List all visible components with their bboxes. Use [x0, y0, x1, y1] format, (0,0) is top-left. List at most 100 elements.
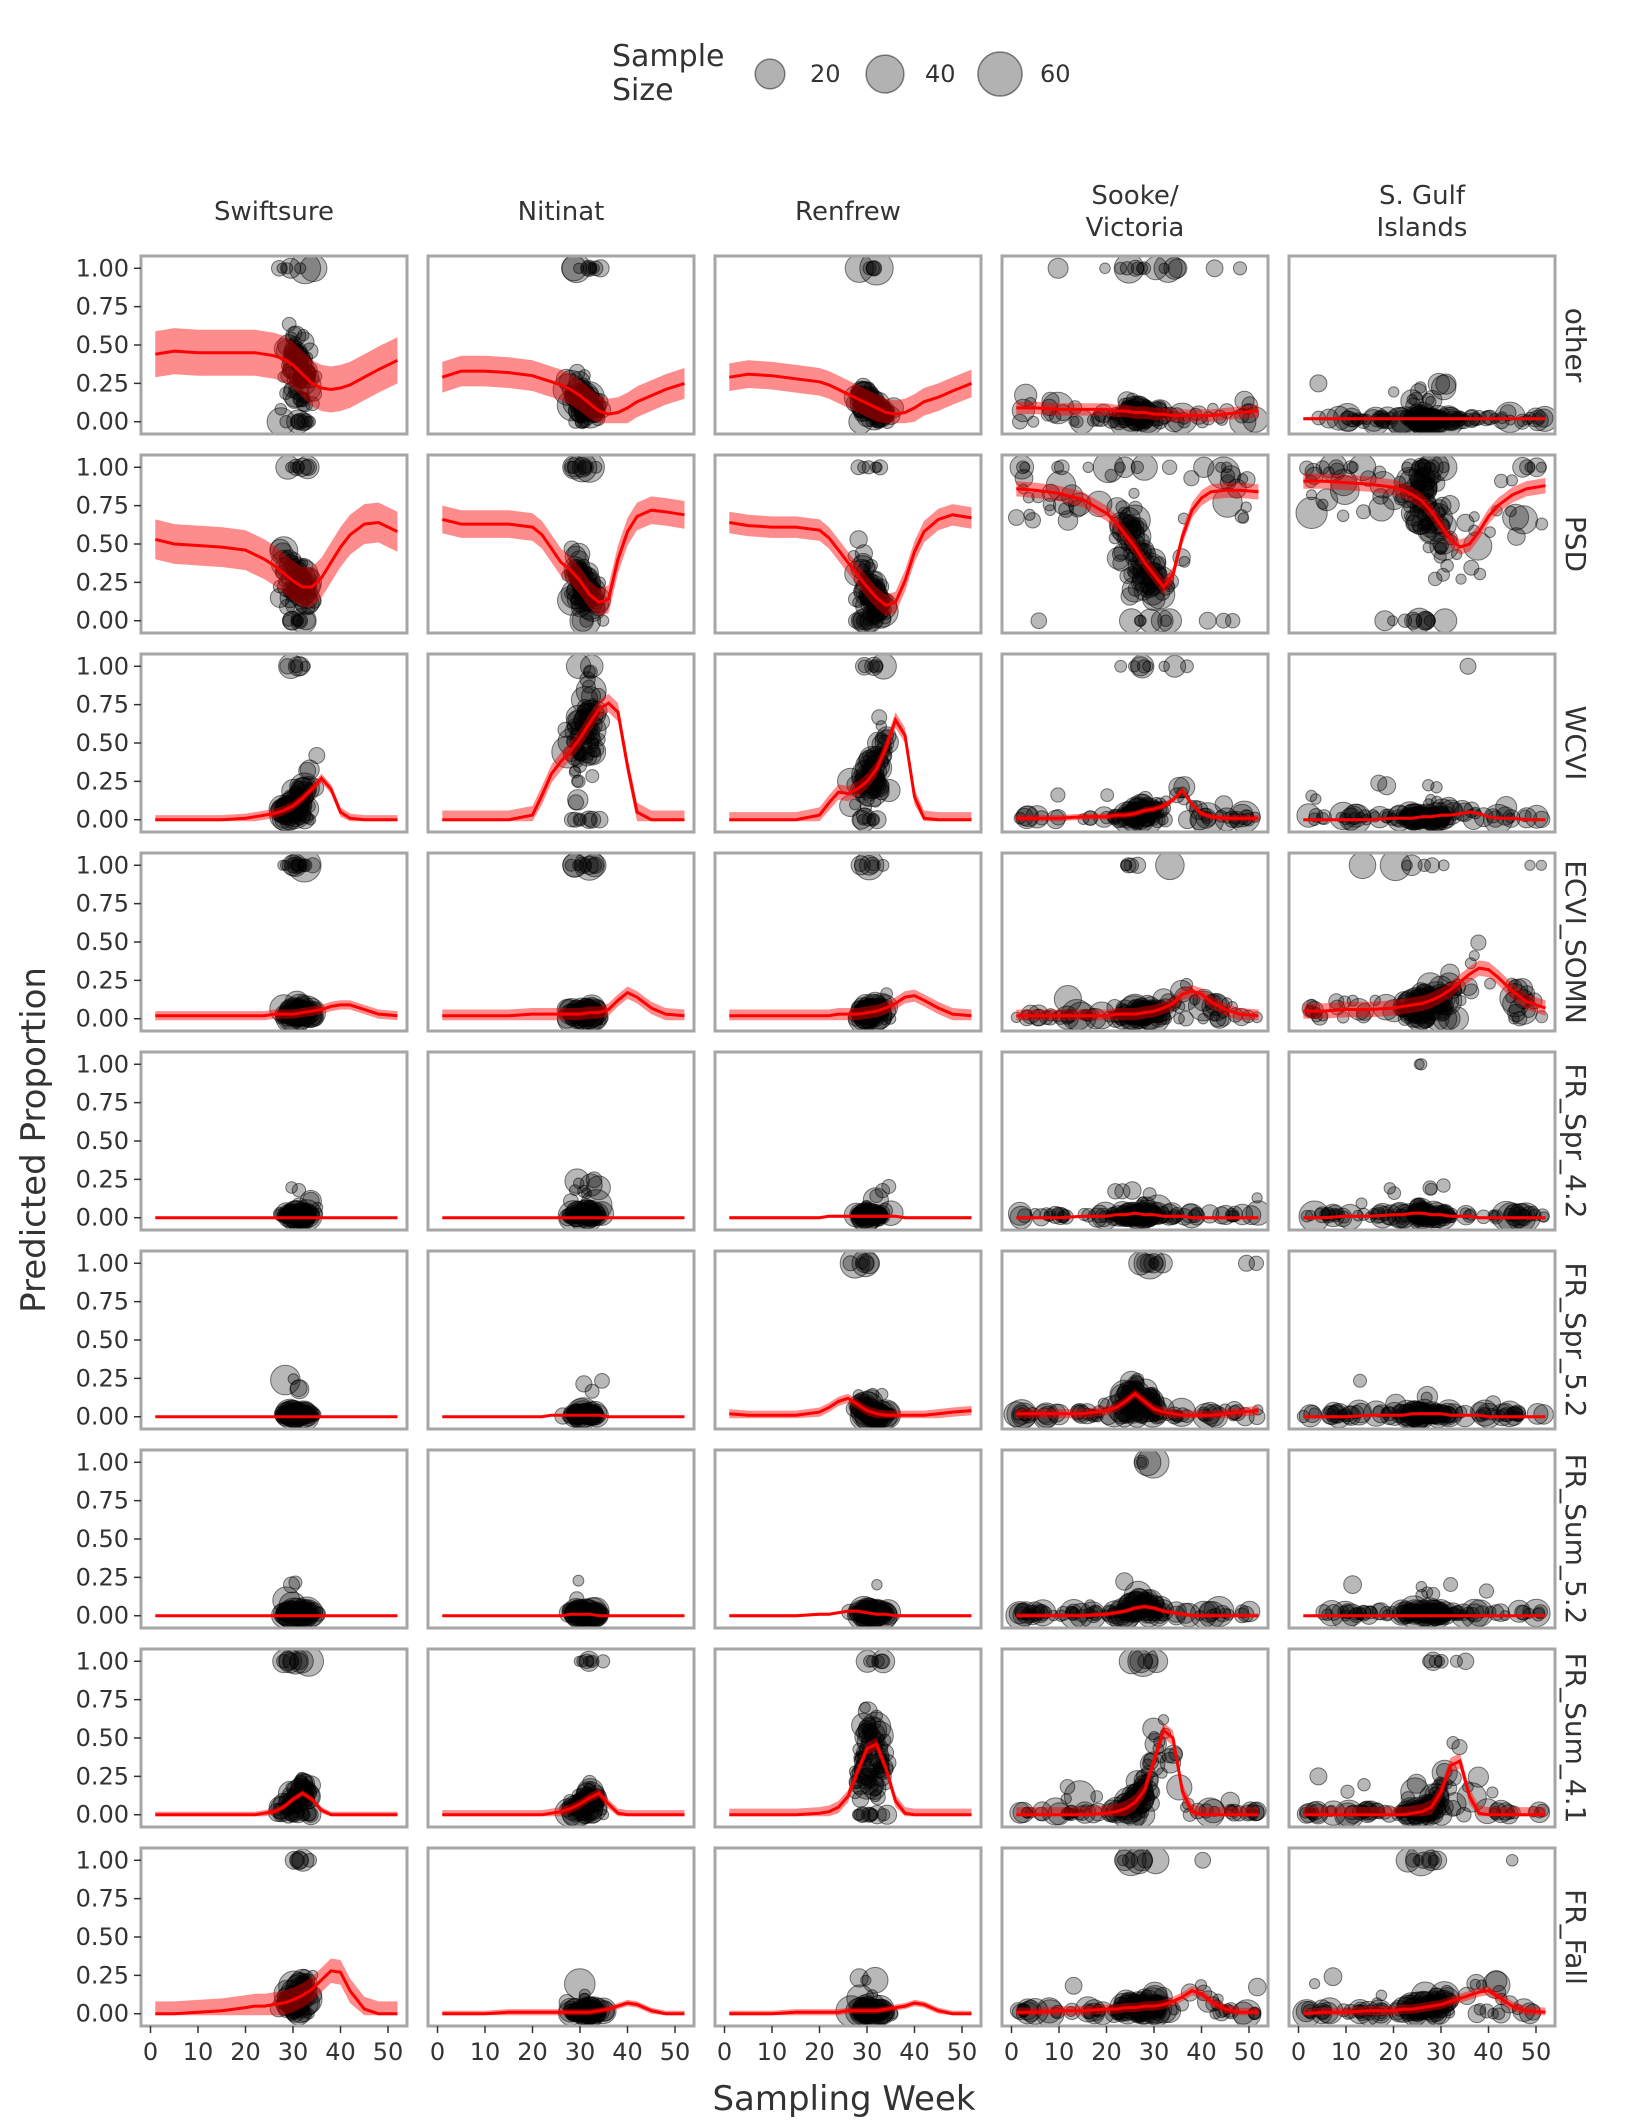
data-point [1407, 613, 1423, 628]
panel-frame [713, 254, 983, 436]
sample-size-legend: Sample Size 20 40 60 [612, 39, 1071, 108]
data-point [1419, 475, 1436, 492]
data-point [299, 660, 311, 672]
data-point [1011, 398, 1036, 423]
data-point [290, 656, 311, 677]
panel-fr-sum-5-2-swiftsure [139, 1448, 409, 1630]
data-point [588, 262, 600, 274]
data-point [1355, 1002, 1374, 1021]
data-point [1130, 517, 1148, 535]
panel-wcvi-s-gulf-islands [1287, 652, 1557, 834]
data-point [577, 1201, 602, 1226]
panel-frame [1000, 453, 1270, 635]
row-label-ecvi-somn: ECVI_SOMN [1559, 860, 1592, 1024]
data-point [1387, 1186, 1402, 1200]
legend-size-60-label: 60 [1040, 60, 1071, 88]
data-point [297, 789, 314, 806]
fitted-trend-line [441, 508, 685, 604]
data-point [1421, 523, 1437, 538]
data-point [280, 257, 302, 279]
data-point [1387, 615, 1399, 627]
data-point [594, 1373, 610, 1389]
confidence-ribbon [1016, 787, 1259, 822]
data-point [1425, 806, 1451, 832]
panel-psd-s-gulf-islands [1287, 453, 1557, 635]
data-point [875, 720, 887, 732]
data-point [567, 794, 585, 811]
data-point [571, 774, 586, 789]
data-point [1432, 608, 1458, 633]
data-point [282, 1652, 300, 1670]
data-point [1535, 859, 1548, 871]
data-point [1355, 1197, 1368, 1210]
panel-fr-sum-5-2-nitinat [426, 1448, 696, 1630]
data-point [582, 812, 597, 827]
data-point [1141, 582, 1165, 606]
data-point [287, 1408, 301, 1422]
data-point [1158, 660, 1170, 672]
data-point [1370, 1602, 1388, 1621]
panel-fr-spr-5-2-s-gulf-islands [1287, 1249, 1557, 1431]
data-point [857, 659, 872, 674]
data-point [297, 328, 310, 342]
data-point [563, 540, 580, 557]
data-point [1456, 513, 1475, 532]
data-point [1459, 657, 1477, 675]
data-point [282, 1787, 294, 1799]
data-point [1295, 496, 1328, 530]
panel-frame [713, 851, 983, 1033]
panel-wcvi-sooke-victoria [1000, 652, 1270, 834]
row-label-other: other [1559, 308, 1592, 383]
data-point [281, 316, 297, 332]
data-point [1399, 810, 1412, 822]
legend-size-60-marker [977, 51, 1023, 97]
data-point [859, 801, 873, 814]
data-point [869, 1789, 886, 1806]
data-point [1440, 963, 1460, 984]
data-point [1189, 994, 1201, 1006]
data-point [1410, 472, 1438, 500]
data-point [1118, 507, 1141, 530]
data-point [565, 654, 592, 679]
data-point [866, 1205, 884, 1223]
fitted-trend-line [729, 1742, 972, 1817]
data-point [1406, 393, 1418, 405]
data-point [1397, 613, 1413, 628]
data-point [1214, 795, 1234, 814]
panel-frame [1287, 1448, 1557, 1630]
fitted-trend-line [1016, 487, 1259, 590]
data-point [858, 1252, 881, 1275]
data-point [299, 458, 318, 477]
data-point [1142, 1653, 1159, 1670]
data-point [1427, 372, 1451, 396]
data-point [1315, 488, 1339, 512]
data-point [1053, 459, 1070, 476]
data-point [1466, 1599, 1494, 1627]
data-point [277, 334, 300, 357]
panel-other-nitinat [426, 254, 696, 436]
data-point [862, 1724, 875, 1736]
data-point [1237, 512, 1250, 524]
panel-fr-fall-nitinat [426, 1846, 696, 2028]
panel-frame [1000, 1249, 1270, 1431]
data-point [1423, 1012, 1437, 1025]
data-point [1507, 527, 1526, 546]
data-point [1306, 998, 1318, 1010]
data-point [1082, 461, 1094, 473]
data-point [1212, 1206, 1231, 1225]
confidence-ribbon [1016, 481, 1259, 595]
panel-frame [713, 1249, 983, 1431]
fitted-trend-line [1303, 1412, 1546, 1419]
panel-ecvi-somn-s-gulf-islands [1287, 851, 1557, 1033]
data-point [1303, 1405, 1322, 1423]
data-point [288, 1575, 303, 1590]
data-point [869, 776, 890, 798]
panel-psd-sooke-victoria [1000, 453, 1270, 635]
data-point [571, 609, 594, 632]
data-point [1455, 995, 1467, 1007]
data-point [1440, 999, 1454, 1014]
confidence-ribbon [729, 712, 972, 822]
data-point [286, 558, 305, 577]
data-point [1508, 505, 1539, 535]
data-point [1478, 1583, 1495, 1599]
